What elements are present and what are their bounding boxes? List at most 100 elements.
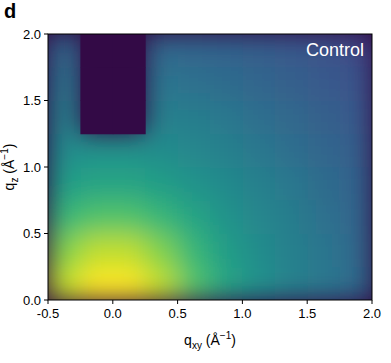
- heat-cell: [242, 101, 275, 135]
- masked-cell: [113, 34, 146, 68]
- heat-cell: [242, 67, 275, 101]
- y-axis-label-part: (Å: [1, 159, 17, 178]
- y-tick: [44, 300, 48, 301]
- heat-cell: [178, 200, 211, 234]
- y-axis-label-part: −1: [0, 148, 10, 160]
- masked-cell: [113, 67, 146, 101]
- x-tick-label: 0.5: [169, 306, 187, 321]
- y-tick: [44, 100, 48, 101]
- heat-cell: [80, 167, 113, 201]
- heat-cell: [242, 267, 275, 300]
- heat-cell: [210, 34, 243, 68]
- heat-cell: [48, 267, 81, 300]
- heat-cell: [275, 134, 308, 168]
- chart: -0.50.00.51.01.52.00.00.51.01.52.0qxy (Å…: [0, 0, 391, 363]
- heat-cell: [145, 267, 178, 300]
- x-axis-label-part: (Å: [202, 332, 221, 348]
- x-tick-label: 1.0: [233, 306, 251, 321]
- heat-cell: [48, 200, 81, 234]
- heat-cell: [113, 234, 146, 268]
- heat-cell: [340, 67, 372, 101]
- heat-cell: [113, 267, 146, 300]
- heat-cell: [340, 267, 372, 300]
- heat-cell: [80, 134, 113, 168]
- heat-cell: [178, 67, 211, 101]
- heat-cell: [145, 234, 178, 268]
- heat-cell: [210, 267, 243, 300]
- heat-cell: [307, 167, 340, 201]
- heat-cell: [178, 101, 211, 135]
- intensity-layer: [48, 34, 372, 300]
- plot-frame: [48, 34, 372, 300]
- heat-cell: [275, 200, 308, 234]
- y-tick: [44, 34, 48, 35]
- heat-cell: [80, 267, 113, 300]
- heat-cell: [340, 134, 372, 168]
- heat-cell: [275, 267, 308, 300]
- heat-cell: [275, 67, 308, 101]
- heat-cell: [242, 34, 275, 68]
- x-tick: [307, 300, 308, 304]
- heat-cell: [80, 234, 113, 268]
- x-tick-label: -0.5: [37, 306, 59, 321]
- heat-cell: [307, 67, 340, 101]
- heat-cell: [48, 34, 81, 68]
- masked-cell: [80, 101, 113, 135]
- y-tick-label: 2.0: [23, 27, 41, 42]
- heat-cell: [210, 101, 243, 135]
- x-tick: [177, 300, 178, 304]
- heat-cell: [113, 200, 146, 234]
- mask-layer: [80, 34, 145, 134]
- heat-cell: [80, 200, 113, 234]
- heat-cell: [242, 134, 275, 168]
- heat-cell: [275, 167, 308, 201]
- x-tick-label: 0.0: [104, 306, 122, 321]
- heat-cell: [307, 234, 340, 268]
- heat-cell: [48, 134, 81, 168]
- x-axis-label-part: −1: [220, 330, 232, 341]
- sample-annotation: Control: [306, 40, 364, 60]
- x-axis-label: qxy (Å−1): [184, 330, 236, 351]
- heat-cell: [145, 67, 178, 101]
- heat-cell: [145, 34, 178, 68]
- y-tick-label: 1.0: [23, 160, 41, 175]
- heat-cell: [275, 101, 308, 135]
- x-tick: [372, 300, 373, 304]
- y-tick-label: 1.5: [23, 93, 41, 108]
- heat-cell: [113, 167, 146, 201]
- heat-cell: [210, 67, 243, 101]
- heat-cell: [307, 267, 340, 300]
- heat-cell: [210, 134, 243, 168]
- x-tick-label: 2.0: [363, 306, 381, 321]
- heat-cell: [210, 200, 243, 234]
- x-axis-label-part: q: [184, 332, 192, 348]
- masked-cell: [80, 67, 113, 101]
- heat-cell: [113, 134, 146, 168]
- y-tick-label: 0.0: [23, 293, 41, 308]
- heat-cell: [242, 167, 275, 201]
- y-tick: [44, 167, 48, 168]
- x-tick: [112, 300, 113, 304]
- heat-cell: [307, 101, 340, 135]
- y-tick-label: 0.5: [23, 226, 41, 241]
- x-tick-label: 1.5: [298, 306, 316, 321]
- y-axis-label-part: q: [1, 183, 17, 191]
- heat-cell: [48, 67, 81, 101]
- heat-cell: [340, 101, 372, 135]
- x-tick: [242, 300, 243, 304]
- heat-cell: [145, 134, 178, 168]
- heat-cell: [275, 234, 308, 268]
- heat-cell: [178, 234, 211, 268]
- plot-area: [48, 34, 372, 300]
- heat-cell: [210, 234, 243, 268]
- heat-cell: [340, 167, 372, 201]
- heat-cell: [210, 167, 243, 201]
- x-axis-label-part: xy: [192, 340, 202, 351]
- y-axis-label-part: ): [1, 144, 17, 149]
- y-axis-label: qz (Å−1): [0, 144, 20, 191]
- heat-cell: [178, 34, 211, 68]
- masked-cell: [113, 101, 146, 135]
- masked-cell: [80, 34, 113, 68]
- heat-cell: [48, 167, 81, 201]
- heat-cell: [340, 200, 372, 234]
